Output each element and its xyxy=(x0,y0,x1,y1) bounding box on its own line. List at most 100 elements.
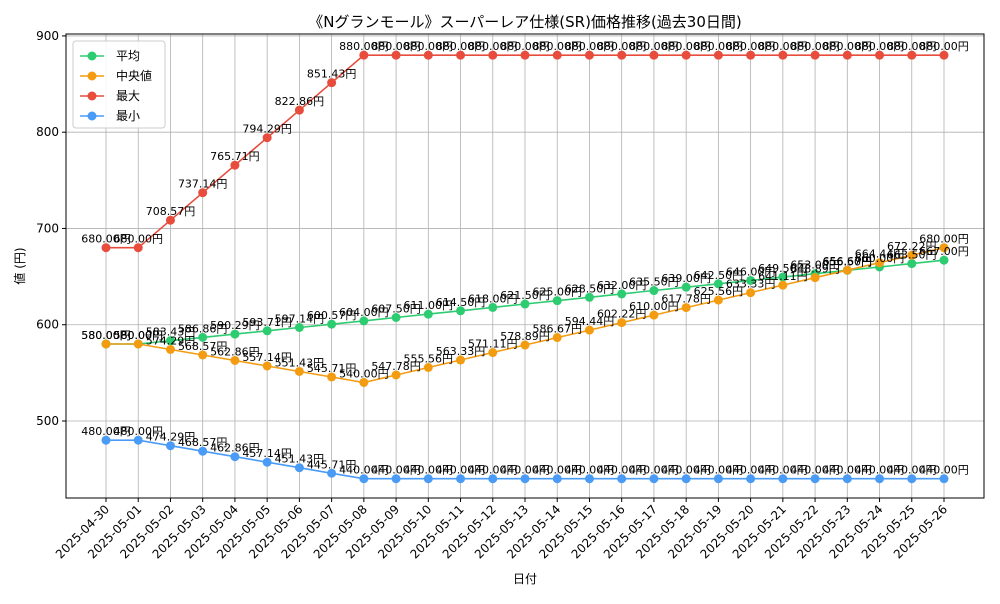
data-point xyxy=(262,326,272,336)
data-point xyxy=(939,243,949,253)
data-label: 445.71円 xyxy=(307,458,357,471)
data-label: 594.44円 xyxy=(565,315,615,328)
data-point xyxy=(230,329,240,339)
data-label: 440.00円 xyxy=(887,464,937,477)
data-point xyxy=(391,370,401,380)
data-label: 586.86円 xyxy=(178,322,228,335)
data-label: 822.86円 xyxy=(275,95,325,108)
data-label: 635.50円 xyxy=(629,276,679,289)
data-point xyxy=(488,474,498,484)
data-point xyxy=(617,474,627,484)
data-label: 880.00円 xyxy=(694,40,744,53)
data-label: 880.00円 xyxy=(371,40,421,53)
data-label: 440.00円 xyxy=(436,464,486,477)
data-label: 457.14円 xyxy=(242,447,292,460)
data-point xyxy=(230,355,240,365)
data-label: 646.00円 xyxy=(726,265,776,278)
data-point xyxy=(584,474,594,484)
data-point xyxy=(778,272,788,282)
data-label: 880.00円 xyxy=(790,40,840,53)
data-point xyxy=(746,275,756,285)
data-label: 551.43円 xyxy=(275,356,325,369)
data-point xyxy=(939,50,949,60)
data-point xyxy=(327,468,337,478)
data-label: 451.43円 xyxy=(275,453,325,466)
data-label: 664.44円 xyxy=(855,248,905,261)
data-label: 737.14円 xyxy=(178,178,228,191)
data-point xyxy=(262,361,272,371)
data-label: 880.00円 xyxy=(758,40,808,53)
data-label: 545.71円 xyxy=(307,362,357,375)
data-label: 555.56円 xyxy=(404,353,454,366)
data-point xyxy=(520,474,530,484)
data-label: 586.67円 xyxy=(532,323,582,336)
data-point xyxy=(649,50,659,60)
data-point xyxy=(294,366,304,376)
data-point xyxy=(875,474,885,484)
data-point xyxy=(746,50,756,60)
data-point xyxy=(842,50,852,60)
data-label: 440.00円 xyxy=(919,464,969,477)
data-point xyxy=(681,50,691,60)
data-label: 440.00円 xyxy=(855,464,905,477)
data-label: 880.00円 xyxy=(887,40,937,53)
data-point xyxy=(230,452,240,462)
data-point xyxy=(165,336,175,346)
data-point xyxy=(810,474,820,484)
data-point xyxy=(520,299,530,309)
data-point xyxy=(713,295,723,305)
data-label: 851.43円 xyxy=(307,68,357,81)
data-label: 880.00円 xyxy=(468,40,518,53)
data-label: 562.86円 xyxy=(210,345,260,358)
data-labels: 580.00円580.00円583.43円586.86円590.29円593.7… xyxy=(81,40,969,477)
data-label: 474.29円 xyxy=(146,431,196,444)
data-label: 639.00円 xyxy=(661,272,711,285)
data-label: 563.33円 xyxy=(436,345,486,358)
data-point xyxy=(842,265,852,275)
data-label: 642.50円 xyxy=(694,269,744,282)
data-label: 880.00円 xyxy=(855,40,905,53)
data-point xyxy=(552,333,562,343)
data-point xyxy=(746,288,756,298)
data-label: 611.00円 xyxy=(404,299,454,312)
legend-swatch-marker xyxy=(87,91,97,101)
data-label: 660.00円 xyxy=(855,252,905,265)
data-label: 633.33円 xyxy=(726,278,776,291)
data-point xyxy=(133,243,143,253)
data-point xyxy=(584,325,594,335)
data-label: 604.00円 xyxy=(339,306,389,319)
data-point xyxy=(875,258,885,268)
data-point xyxy=(520,340,530,350)
data-point xyxy=(198,350,208,360)
data-label: 880.00円 xyxy=(532,40,582,53)
data-label: 583.43円 xyxy=(146,326,196,339)
data-label: 440.00円 xyxy=(758,464,808,477)
data-label: 593.71円 xyxy=(242,316,292,329)
data-point xyxy=(778,474,788,484)
data-label: 597.14円 xyxy=(275,312,325,325)
data-label: 568.57円 xyxy=(178,340,228,353)
data-point xyxy=(101,243,111,253)
data-label: 602.22円 xyxy=(597,308,647,321)
data-point xyxy=(681,303,691,313)
data-label: 663.50円 xyxy=(887,249,937,262)
data-label: 765.71円 xyxy=(210,150,260,163)
data-point xyxy=(327,372,337,382)
data-point xyxy=(713,474,723,484)
data-label: 480.00円 xyxy=(81,425,131,438)
data-point xyxy=(294,105,304,115)
data-point xyxy=(907,474,917,484)
data-label: 632.00円 xyxy=(597,279,647,292)
data-point xyxy=(230,160,240,170)
chart-title: 《Nグランモール》スーパーレア仕様(SR)価格推移(過去30日間) xyxy=(308,13,742,31)
data-label: 440.00円 xyxy=(597,464,647,477)
data-point xyxy=(456,306,466,316)
data-point xyxy=(746,474,756,484)
data-label: 440.00円 xyxy=(468,464,518,477)
data-point xyxy=(552,296,562,306)
data-point xyxy=(617,289,627,299)
data-label: 653.00円 xyxy=(790,259,840,272)
data-label: 607.50円 xyxy=(371,303,421,316)
data-label: 880.00円 xyxy=(661,40,711,53)
